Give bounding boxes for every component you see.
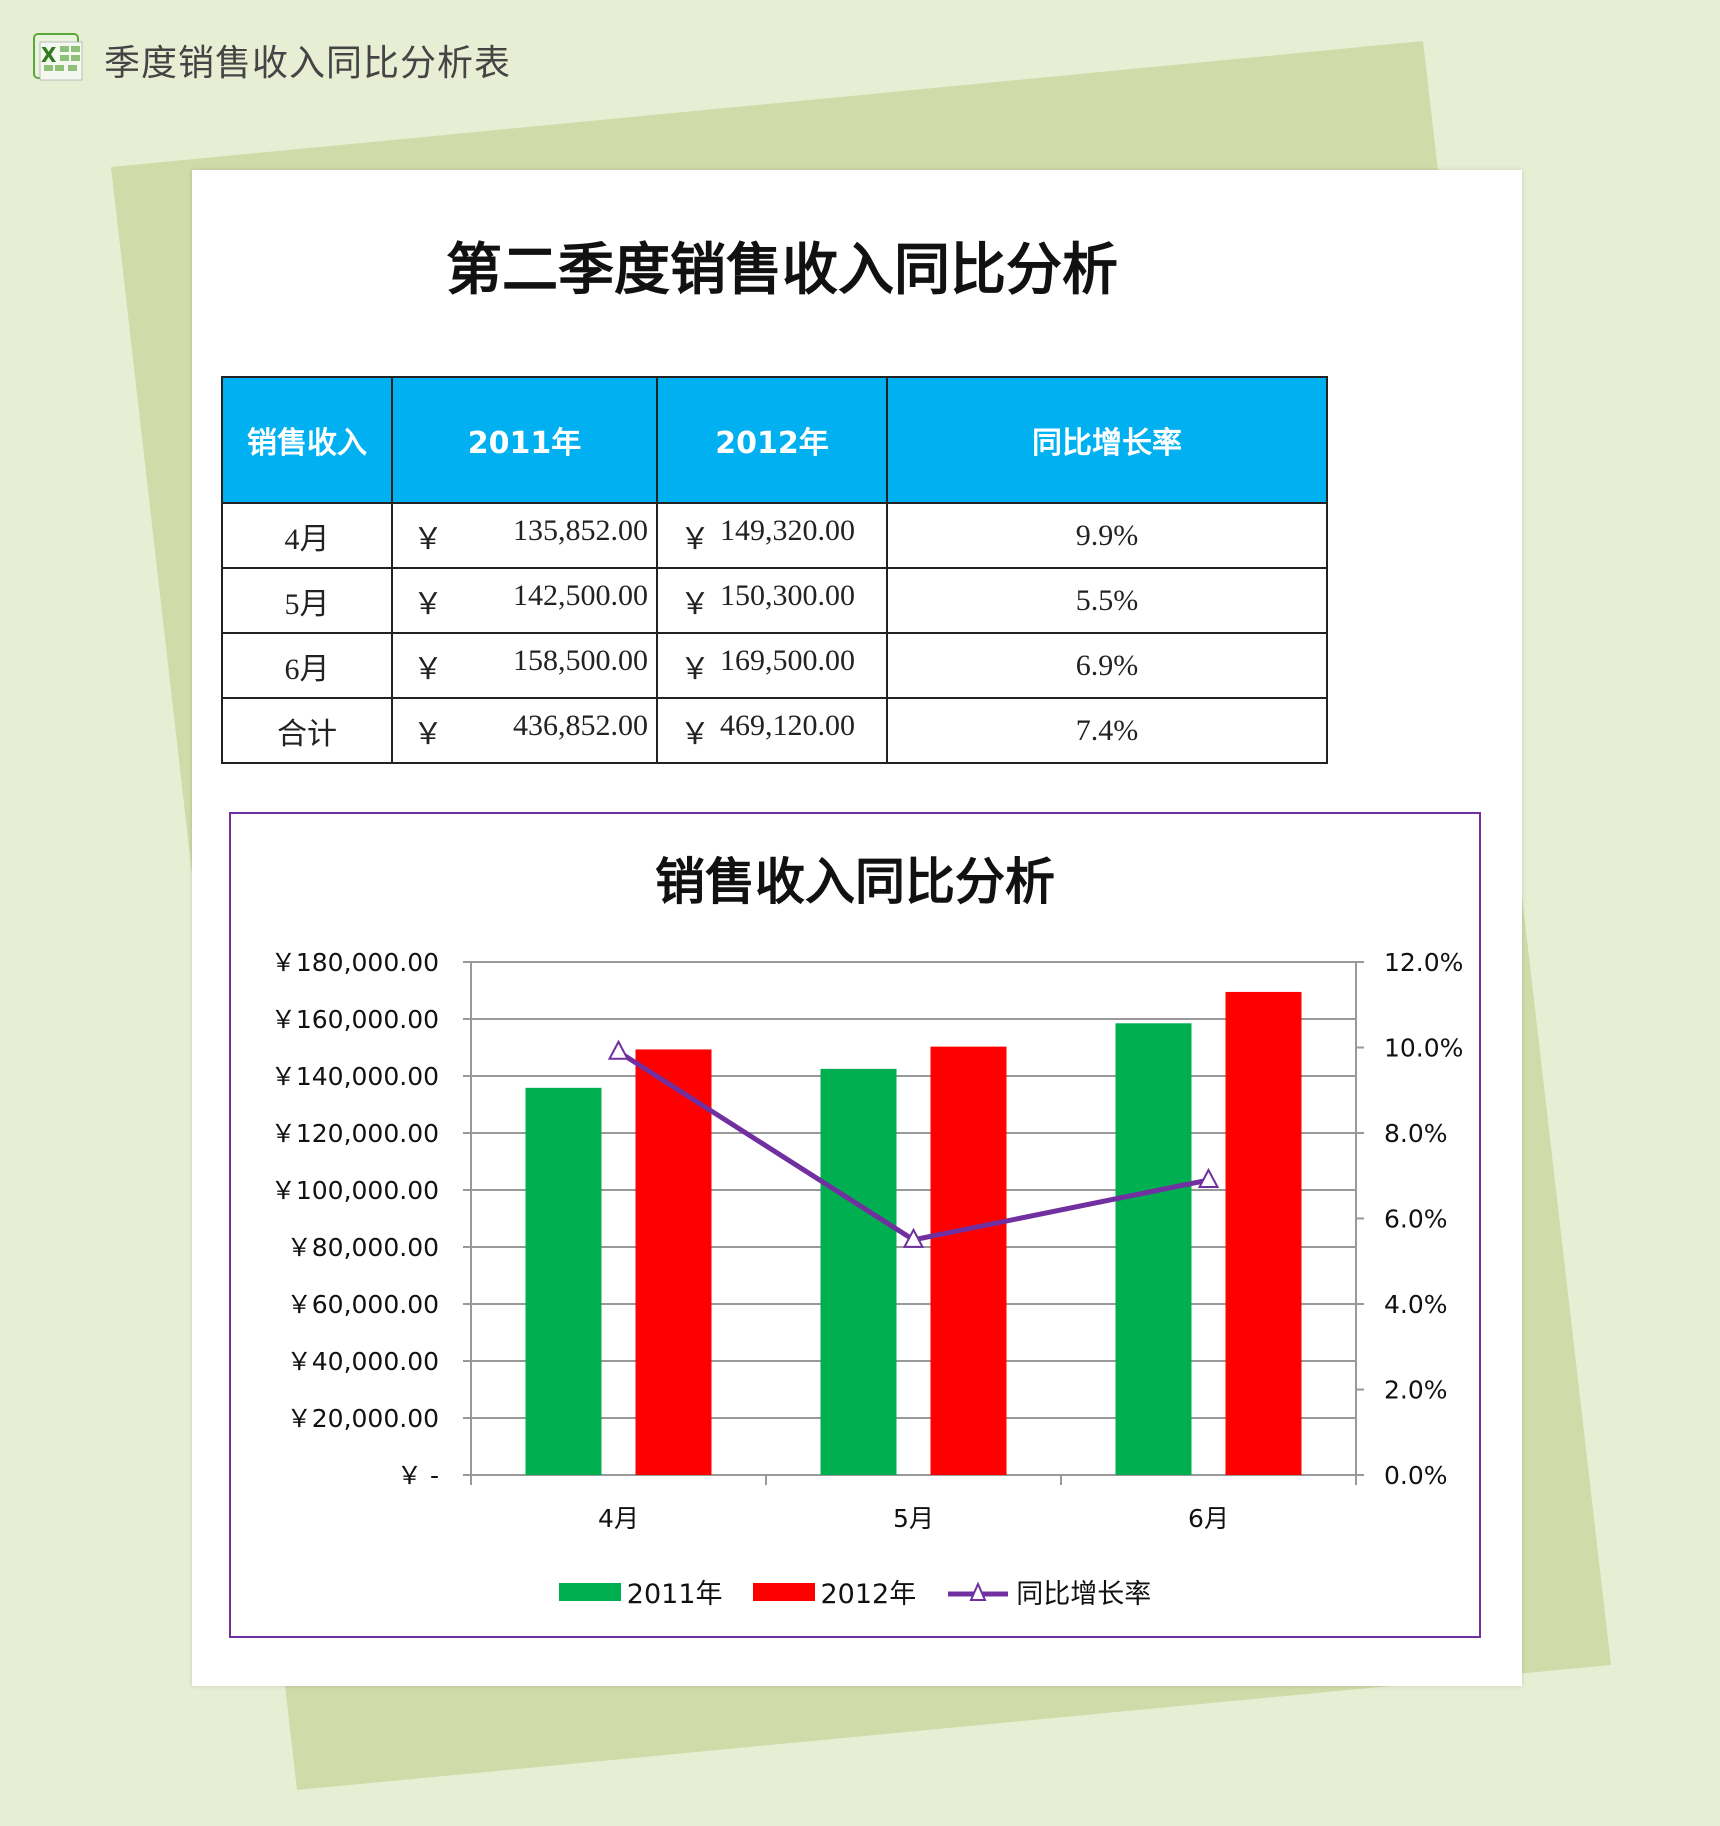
y-left-tick-label: ￥40,000.00	[287, 1347, 439, 1376]
legend-item-growth: 同比增长率	[946, 1572, 1151, 1611]
y-right-tick-label: 4.0%	[1384, 1290, 1448, 1319]
bar-2011年	[525, 1087, 602, 1475]
month-cell: 合计	[221, 697, 393, 764]
currency-symbol: ￥	[680, 652, 710, 686]
y-right-tick-label: 10.0%	[1384, 1034, 1463, 1063]
month-cell: 6月	[221, 632, 393, 699]
sales-table: 销售收入 2011年 2012年 同比增长率 4月 ￥ 135,852.00 ￥ 1…	[221, 376, 1328, 764]
value-2012-cell: ￥ 469,120.00	[656, 697, 888, 764]
legend-label: 2012年	[820, 1579, 917, 1610]
y-left-tick-label: ￥20,000.00	[287, 1404, 439, 1433]
header-cell: 2011年	[391, 376, 658, 504]
value-2011: 158,500.00	[513, 643, 648, 677]
x-tick-label: 6月	[1188, 1504, 1229, 1533]
value-2011: 135,852.00	[513, 513, 648, 547]
excel-icon: X	[33, 33, 83, 81]
sheet-page: 第二季度销售收入同比分析 销售收入 2011年 2012年 同比增长率 4月 ￥…	[192, 170, 1522, 1686]
value-2011-cell: ￥ 158,500.00	[391, 632, 658, 699]
bar-2012年	[930, 1046, 1007, 1475]
page-title: 第二季度销售收入同比分析	[446, 237, 1118, 303]
bar-2012年	[1225, 991, 1302, 1475]
currency-symbol: ￥	[680, 587, 710, 621]
legend-label: 同比增长率	[1016, 1579, 1152, 1610]
header-cell: 同比增长率	[886, 376, 1328, 504]
header-cell: 销售收入	[221, 376, 393, 504]
legend-swatch	[752, 1582, 815, 1601]
y-left-tick-label: ￥140,000.00	[271, 1062, 439, 1091]
currency-symbol: ￥	[680, 717, 710, 751]
growth-rate-cell: 6.9%	[886, 632, 1328, 699]
growth-rate-cell: 5.5%	[886, 567, 1328, 634]
value-2012: 169,500.00	[720, 643, 855, 677]
value-2012-cell: ￥ 169,500.00	[656, 632, 888, 699]
y-right-tick-label: 2.0%	[1384, 1376, 1448, 1405]
y-right-tick-label: 8.0%	[1384, 1119, 1448, 1148]
chart-plot: ￥ - ￥20,000.00 ￥40,000.00 ￥60,000.00 ￥80,000…	[271, 948, 1464, 1533]
x-tick-label: 4月	[598, 1504, 639, 1533]
y-left-tick-label: ￥100,000.00	[271, 1176, 439, 1205]
value-2012-cell: ￥ 150,300.00	[656, 567, 888, 634]
y-left-tick-label: ￥ -	[397, 1461, 439, 1490]
value-2012: 150,300.00	[720, 578, 855, 612]
value-2011-cell: ￥ 142,500.00	[391, 567, 658, 634]
currency-symbol: ￥	[680, 522, 710, 556]
month-cell: 4月	[221, 502, 393, 569]
chart-legend: 2011年 2012年 同比增长率	[231, 1572, 1479, 1611]
y-left-tick-label: ￥60,000.00	[287, 1290, 439, 1319]
growth-rate-marker	[1197, 1167, 1220, 1189]
y-right-tick-label: 12.0%	[1384, 948, 1463, 977]
bar-2012年	[635, 1049, 712, 1475]
table-row: 5月 ￥ 142,500.00 ￥ 150,300.00 5.5%	[221, 567, 1328, 634]
y-left-tick-label: ￥160,000.00	[271, 1005, 439, 1034]
legend-item-2012: 2012年	[752, 1572, 917, 1611]
x-tick-label: 5月	[893, 1504, 934, 1533]
currency-symbol: ￥	[413, 522, 443, 556]
legend-swatch	[558, 1582, 621, 1601]
header-cell: 2012年	[656, 376, 888, 504]
legend-label: 2011年	[626, 1579, 723, 1610]
growth-rate-cell: 9.9%	[886, 502, 1328, 569]
value-2011-cell: ￥ 436,852.00	[391, 697, 658, 764]
y-left-tick-label: ￥120,000.00	[271, 1119, 439, 1148]
table-header-row: 销售收入 2011年 2012年 同比增长率	[221, 376, 1328, 504]
svg-text:X: X	[41, 43, 57, 67]
bar-2011年	[820, 1068, 897, 1475]
value-2012-cell: ￥ 149,320.00	[656, 502, 888, 569]
value-2012: 149,320.00	[720, 513, 855, 547]
table-row: 合计 ￥ 436,852.00 ￥ 469,120.00 7.4%	[221, 697, 1328, 764]
chart-title: 销售收入同比分析	[655, 852, 1055, 911]
value-2012: 469,120.00	[720, 708, 855, 742]
table-row: 6月 ￥ 158,500.00 ￥ 169,500.00 6.9%	[221, 632, 1328, 699]
y-right-tick-label: 0.0%	[1384, 1461, 1448, 1490]
y-right-tick-label: 6.0%	[1384, 1205, 1448, 1234]
growth-rate-marker	[902, 1227, 925, 1248]
legend-item-2011: 2011年	[558, 1572, 723, 1611]
table-row: 4月 ￥ 135,852.00 ￥ 149,320.00 9.9%	[221, 502, 1328, 569]
y-left-tick-label: ￥80,000.00	[287, 1233, 439, 1262]
value-2011: 436,852.00	[513, 708, 648, 742]
y-left-tick-label: ￥180,000.00	[271, 948, 439, 977]
currency-symbol: ￥	[413, 652, 443, 686]
legend-line-triangle-icon	[948, 1581, 1009, 1601]
value-2011-cell: ￥ 135,852.00	[391, 502, 658, 569]
app-title: 季度销售收入同比分析表	[104, 43, 512, 84]
currency-symbol: ￥	[413, 717, 443, 751]
growth-rate-marker	[607, 1039, 630, 1060]
month-cell: 5月	[221, 567, 393, 634]
bar-2011年	[1115, 1023, 1192, 1475]
value-2011: 142,500.00	[513, 578, 648, 612]
chart-container: 销售收入同比分析 ￥ - ￥20,000.00 ￥40,000.00 ￥60,000.…	[229, 812, 1481, 1638]
currency-symbol: ￥	[413, 587, 443, 621]
growth-rate-cell: 7.4%	[886, 697, 1328, 764]
